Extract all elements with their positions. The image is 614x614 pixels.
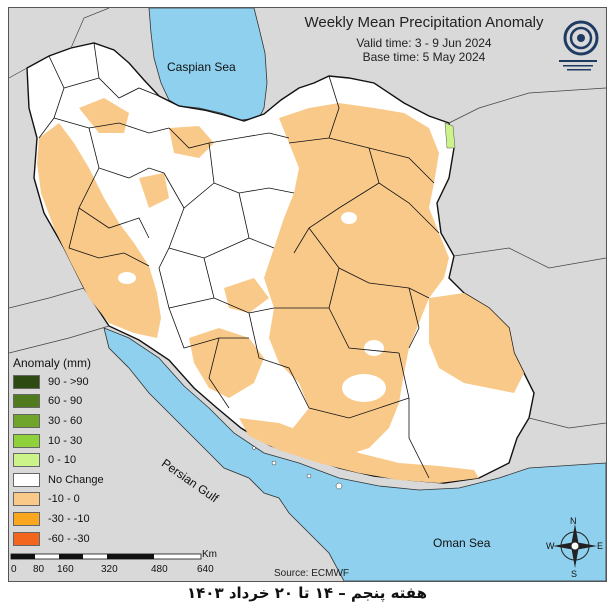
legend-label: -30 - -10 xyxy=(48,512,90,525)
legend-label: 30 - 60 xyxy=(48,414,83,427)
caspian-sea-label: Caspian Sea xyxy=(167,60,236,74)
wet-anomaly-area xyxy=(444,122,456,149)
precipitation-map xyxy=(9,8,606,581)
compass-south: S xyxy=(571,569,578,579)
legend-label: -10 - 0 xyxy=(48,493,80,506)
legend-item: 10 - 30 xyxy=(13,431,131,451)
map-title: Weekly Mean Precipitation Anomaly xyxy=(304,14,544,31)
oman-sea-label: Oman Sea xyxy=(433,536,491,550)
legend-swatch xyxy=(13,374,40,389)
compass-north: N xyxy=(570,516,577,526)
legend-item: -60 - -30 xyxy=(13,529,131,549)
country-borders xyxy=(9,8,606,429)
legend-item: -10 - 0 xyxy=(13,490,131,510)
legend-item: 90 - >90 xyxy=(13,372,131,392)
legend-label: 90 - >90 xyxy=(48,375,89,388)
legend-swatch xyxy=(13,453,40,468)
legend-swatch xyxy=(13,433,40,448)
organization-logo-icon xyxy=(559,20,599,71)
source-label: Source: ECMWF xyxy=(274,568,350,579)
compass-east: E xyxy=(597,541,604,551)
dry-anomaly-areas xyxy=(37,98,524,483)
scale-tick: 480 xyxy=(151,564,168,575)
scale-tick: 320 xyxy=(101,564,118,575)
scale-unit: Km xyxy=(202,549,217,560)
legend-item: -30 - -10 xyxy=(13,509,131,529)
legend-label: No Change xyxy=(48,473,104,486)
legend-swatch xyxy=(13,492,40,507)
legend-item: No Change xyxy=(13,470,131,490)
legend-swatch xyxy=(13,413,40,428)
legend-label: -60 - -30 xyxy=(48,532,90,545)
base-time: Base time: 5 May 2024 xyxy=(362,50,486,64)
valid-time: Valid time: 3 - 9 Jun 2024 xyxy=(356,36,492,50)
no-change-patches xyxy=(118,212,493,436)
legend-swatch xyxy=(13,531,40,546)
legend-item: 0 - 10 xyxy=(13,450,131,470)
legend-label: 60 - 90 xyxy=(48,395,83,408)
legend-swatch xyxy=(13,511,40,526)
legend-item: 30 - 60 xyxy=(13,411,131,431)
legend-label: 0 - 10 xyxy=(48,454,77,467)
scale-tick: 640 xyxy=(197,564,214,575)
scale-tick: 0 xyxy=(11,564,17,575)
legend-item: 60 - 90 xyxy=(13,392,131,412)
compass-west: W xyxy=(546,541,555,551)
legend-label: 10 - 30 xyxy=(48,434,83,447)
legend: Anomaly (mm) 90 - >90 60 - 90 30 - 60 10 - … xyxy=(13,356,131,548)
map-frame: Weekly Mean Precipitation Anomaly Valid … xyxy=(8,7,607,582)
persian-gulf-sea xyxy=(103,327,606,581)
scale-bar xyxy=(10,553,202,560)
legend-title: Anomaly (mm) xyxy=(13,356,92,370)
islands xyxy=(252,446,343,490)
legend-swatch xyxy=(13,472,40,487)
scale-tick: 80 xyxy=(33,564,45,575)
province-boundaries xyxy=(38,42,440,479)
scale-tick: 160 xyxy=(57,564,74,575)
persian-caption: هفته پنجم – ۱۴ تا ۲۰ خرداد ۱۴۰۳ xyxy=(186,584,427,602)
compass-rose-icon xyxy=(553,524,597,568)
legend-swatch xyxy=(13,394,40,409)
